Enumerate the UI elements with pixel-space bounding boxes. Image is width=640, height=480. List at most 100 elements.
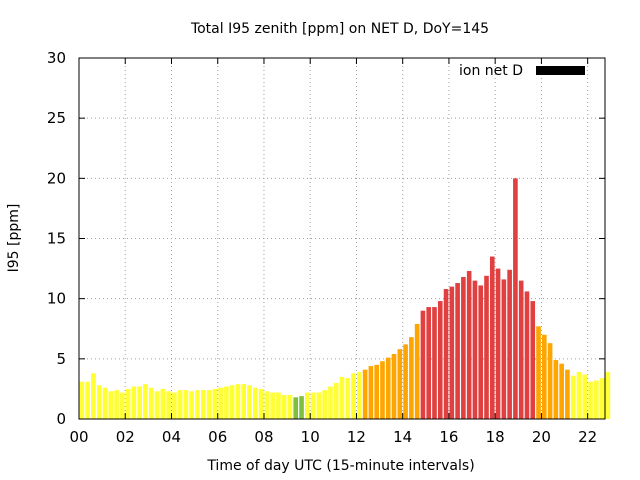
- bar: [91, 373, 96, 419]
- bar: [437, 301, 443, 419]
- bar: [212, 388, 218, 419]
- x-axis: 00 02 04 06 08 10 12 14 16 18 20 22: [69, 58, 597, 446]
- legend: ion net D: [459, 63, 585, 79]
- bar: [380, 361, 385, 419]
- bar: [200, 390, 206, 419]
- bar: [241, 384, 247, 419]
- bar: [172, 392, 177, 419]
- bar: [224, 386, 229, 419]
- x-tick-label: 04: [162, 428, 181, 446]
- x-tick-label: 08: [254, 428, 273, 446]
- bar: [218, 387, 223, 419]
- bar: [235, 384, 241, 419]
- bar: [316, 392, 322, 419]
- legend-label: ion net D: [459, 63, 523, 79]
- x-tick-label: 06: [208, 428, 227, 446]
- bar: [270, 392, 275, 419]
- bar: [79, 381, 85, 419]
- bar: [299, 396, 304, 419]
- bar: [177, 390, 183, 419]
- bar: [143, 384, 148, 419]
- bar: [258, 388, 264, 419]
- bar: [85, 381, 90, 419]
- bar: [397, 349, 403, 419]
- bar: [547, 343, 553, 419]
- bar: [206, 390, 212, 419]
- bar: [362, 369, 368, 419]
- bar: [449, 286, 455, 419]
- y-tick-label: 5: [56, 350, 66, 368]
- bar: [96, 385, 102, 419]
- y-tick-label: 20: [47, 169, 66, 187]
- x-tick-label: 12: [347, 428, 366, 446]
- bar: [455, 283, 460, 419]
- bar: [536, 326, 541, 419]
- bar: [120, 392, 125, 419]
- bar: [183, 390, 189, 419]
- bar: [403, 344, 408, 419]
- bar: [484, 275, 489, 419]
- y-axis-label: I95 [ppm]: [6, 204, 22, 273]
- bar: [553, 360, 559, 419]
- bars: [79, 178, 611, 419]
- x-tick-label: 02: [116, 428, 135, 446]
- bar: [345, 378, 351, 419]
- x-axis-label: Time of day UTC (15-minute intervals): [206, 458, 474, 474]
- bar: [576, 372, 582, 419]
- y-tick-label: 25: [47, 109, 66, 127]
- bar: [374, 364, 379, 419]
- bar: [472, 280, 478, 419]
- bar: [247, 385, 252, 419]
- bar: [501, 279, 507, 419]
- bar: [276, 392, 281, 419]
- bar: [322, 390, 327, 419]
- bar: [443, 289, 449, 419]
- bar: [530, 301, 536, 419]
- bar: [195, 390, 200, 419]
- bar: [154, 391, 160, 419]
- bar: [513, 178, 518, 419]
- bar: [559, 363, 564, 419]
- bar: [414, 323, 420, 419]
- y-tick-label: 30: [47, 49, 66, 67]
- x-tick-label: 22: [578, 428, 597, 446]
- bar: [293, 397, 299, 419]
- bar: [368, 366, 374, 419]
- bar: [328, 386, 333, 419]
- x-tick-label: 14: [393, 428, 412, 446]
- bar: [310, 392, 316, 419]
- grid-lines: [79, 58, 605, 419]
- bar: [114, 390, 119, 419]
- bar: [599, 378, 605, 419]
- bar: [478, 285, 484, 419]
- x-tick-label: 10: [301, 428, 320, 446]
- bar: [252, 387, 258, 419]
- bar: [351, 373, 356, 419]
- bar: [137, 386, 143, 419]
- bar: [305, 392, 310, 419]
- bar: [461, 277, 466, 419]
- bar: [148, 387, 154, 419]
- bar: [605, 372, 611, 419]
- bar: [281, 394, 287, 419]
- bar: [264, 391, 270, 419]
- bar: [594, 380, 599, 419]
- bar: [565, 369, 570, 419]
- bar: [189, 391, 195, 419]
- x-tick-label: 20: [532, 428, 551, 446]
- bar: [518, 280, 524, 419]
- bar: [125, 388, 131, 419]
- bar: [339, 376, 345, 419]
- legend-swatch: [536, 66, 585, 75]
- bar: [507, 269, 512, 419]
- bar: [432, 307, 437, 419]
- y-tick-label: 10: [47, 290, 66, 308]
- bar: [582, 374, 588, 419]
- bar: [588, 381, 593, 419]
- bar: [131, 386, 137, 419]
- bar: [102, 387, 108, 419]
- bar: [391, 354, 397, 419]
- x-tick-label: 16: [439, 428, 458, 446]
- x-tick-label: 18: [486, 428, 505, 446]
